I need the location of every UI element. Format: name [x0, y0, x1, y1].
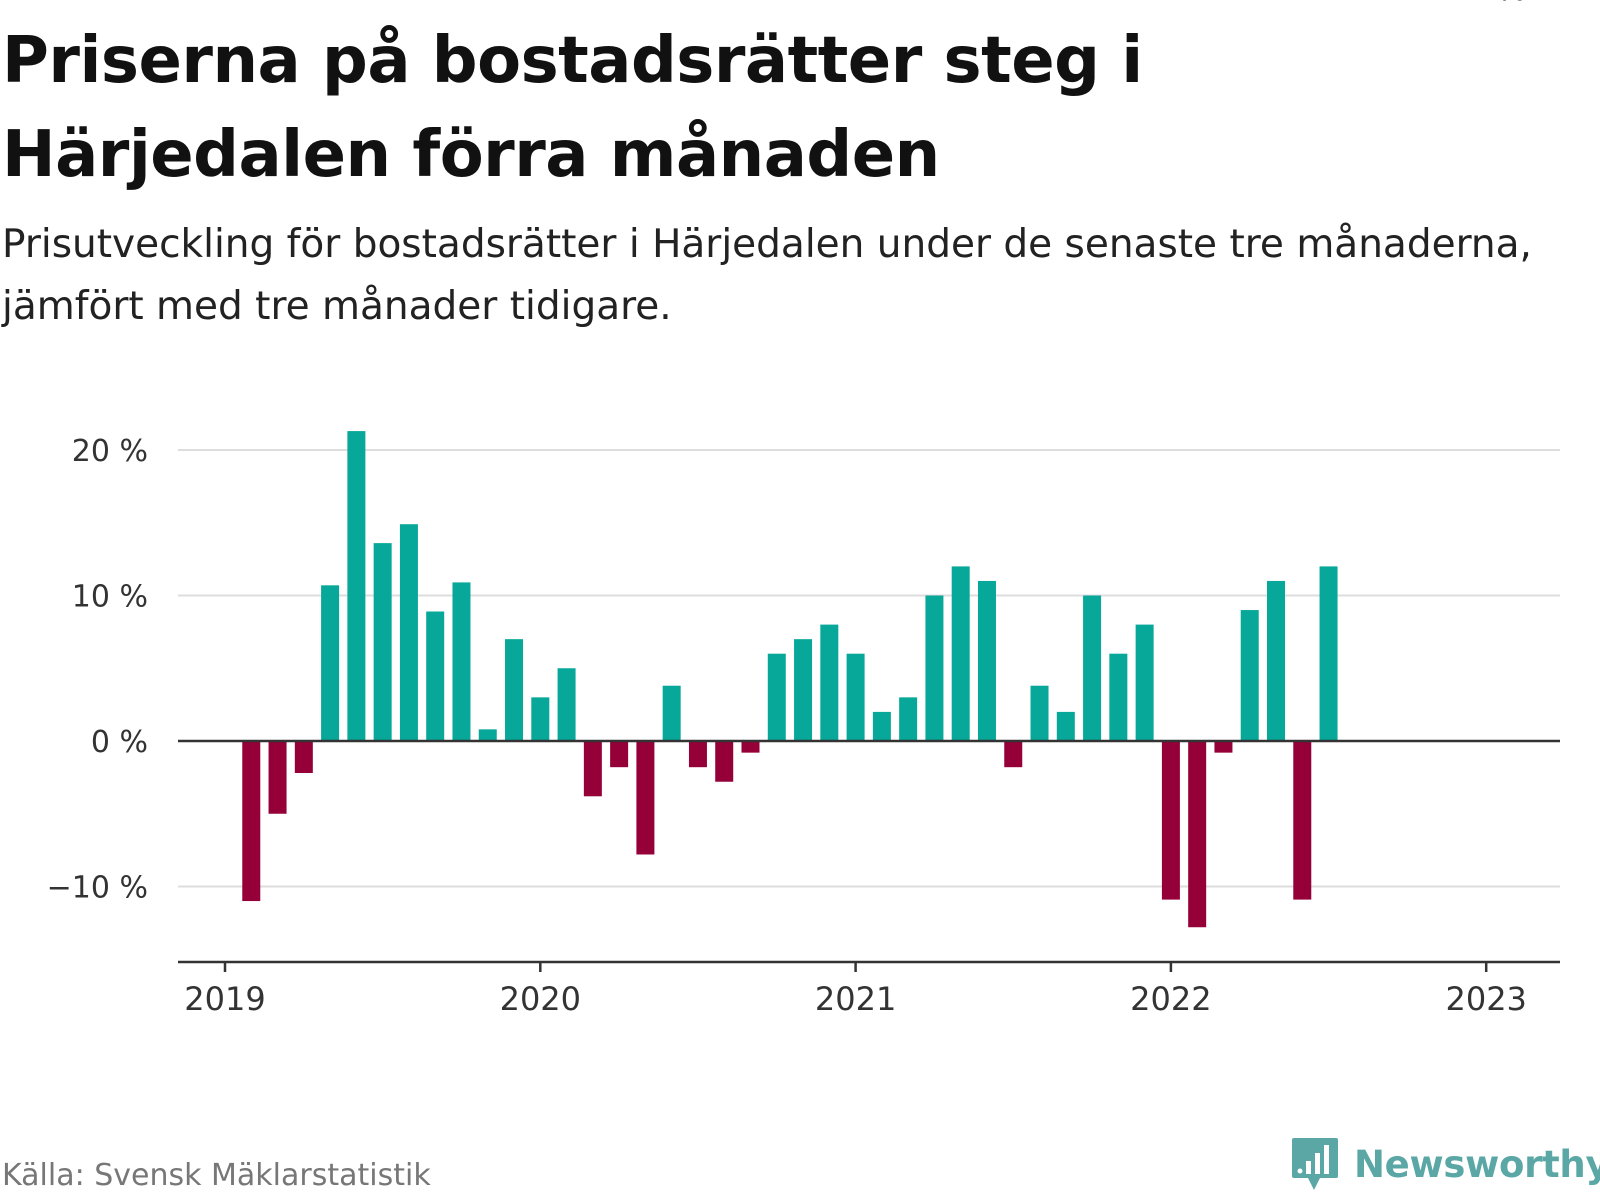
bar — [1083, 595, 1102, 741]
bar — [1004, 741, 1023, 768]
brand-name: Newsworthy — [1354, 1142, 1600, 1186]
bar — [662, 685, 681, 741]
bar — [636, 741, 655, 855]
bar — [715, 741, 734, 782]
x-tick-label: 2021 — [815, 980, 896, 1018]
bar — [321, 585, 340, 741]
bar — [767, 653, 786, 741]
bar — [688, 741, 707, 768]
bar — [373, 543, 392, 741]
annotations: 12 % — [1446, 0, 1527, 8]
y-tick-label: 0 % — [91, 725, 148, 760]
bar — [1319, 566, 1338, 741]
bar — [1030, 685, 1049, 741]
bar — [1267, 580, 1285, 741]
bar — [1214, 741, 1233, 753]
bar — [1293, 741, 1312, 900]
bar — [872, 711, 891, 741]
bars — [242, 431, 1338, 928]
bar — [925, 595, 944, 741]
bar-chart: 20 % 10 % 0 % −10 % 2019 2020 2021 2022 2023 12… — [47, 0, 1560, 1018]
bar — [1161, 741, 1180, 900]
y-axis-labels: 20 % 10 % 0 % −10 % — [47, 434, 148, 906]
y-tick-label: 20 % — [72, 434, 148, 469]
bar — [505, 639, 524, 741]
brand-logo[interactable]: Newsworthy — [1290, 1136, 1600, 1192]
bar — [426, 611, 445, 741]
bar — [1109, 653, 1128, 741]
x-tick-label: 2020 — [500, 980, 581, 1018]
bar — [557, 668, 576, 741]
bar — [846, 653, 865, 741]
y-tick-label: −10 % — [47, 871, 148, 906]
bar — [399, 524, 418, 741]
bar — [294, 741, 313, 774]
bar — [1056, 711, 1075, 741]
bar — [741, 741, 760, 753]
x-axis-ticks: 2019 2020 2021 2022 2023 — [184, 962, 1527, 1018]
bar — [899, 697, 918, 741]
chart-title: Priserna på bostadsrätter steg i Härjeda… — [2, 24, 1143, 192]
bar — [951, 566, 970, 741]
bar — [820, 624, 839, 741]
last-value-label: 12 % — [1446, 0, 1527, 8]
bar — [531, 697, 550, 741]
bar — [242, 741, 261, 902]
source-note: Källa: Svensk Mäklarstatistik — [2, 1158, 431, 1193]
bar — [452, 582, 471, 741]
bar — [583, 741, 602, 797]
bar — [347, 431, 366, 741]
bar — [977, 580, 996, 741]
bar — [610, 741, 629, 768]
bar — [1240, 610, 1259, 741]
x-tick-label: 2022 — [1130, 980, 1211, 1018]
bar — [794, 639, 813, 741]
y-tick-label: 10 % — [72, 580, 148, 615]
bar — [1135, 624, 1154, 741]
bar — [268, 741, 287, 814]
bar-chart-bubble-icon — [1292, 1138, 1338, 1190]
chart-subtitle: Prisutveckling för bostadsrätter i Härje… — [2, 222, 1532, 329]
bar — [478, 729, 497, 741]
bar — [1188, 741, 1207, 928]
x-tick-label: 2019 — [184, 980, 265, 1018]
x-tick-label: 2023 — [1445, 980, 1526, 1018]
